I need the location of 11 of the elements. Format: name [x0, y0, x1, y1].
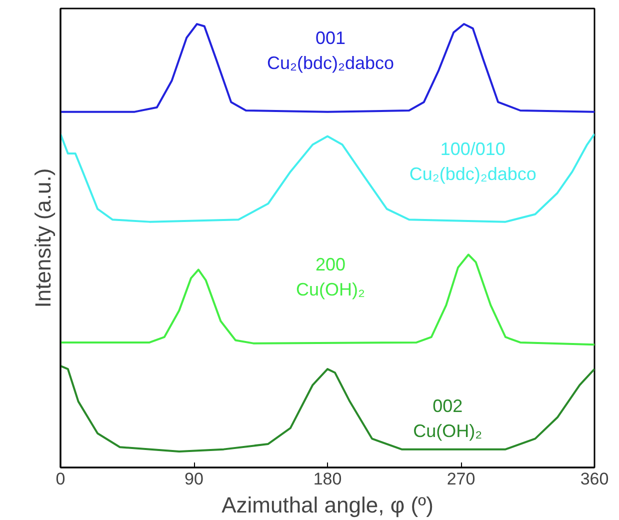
- series-label: 002 Cu(OH)₂: [413, 396, 482, 442]
- x-tick-label: 180: [313, 470, 342, 488]
- x-tick-label: 360: [580, 470, 609, 488]
- y-axis-title: Intensity (a.u.): [30, 168, 56, 308]
- text: 001 Cu₂(bdc)₂dabco: [266, 28, 394, 74]
- x-tick-label: 90: [184, 470, 204, 488]
- x-axis-title: Azimuthal angle, φ (º): [222, 492, 434, 518]
- x-tick-label: 0: [56, 470, 66, 488]
- x-tick-label: 270: [446, 470, 476, 488]
- text: 200 Cu(OH)₂: [296, 254, 365, 300]
- series-label: 100/010 Cu₂(bdc)₂dabco: [409, 139, 536, 184]
